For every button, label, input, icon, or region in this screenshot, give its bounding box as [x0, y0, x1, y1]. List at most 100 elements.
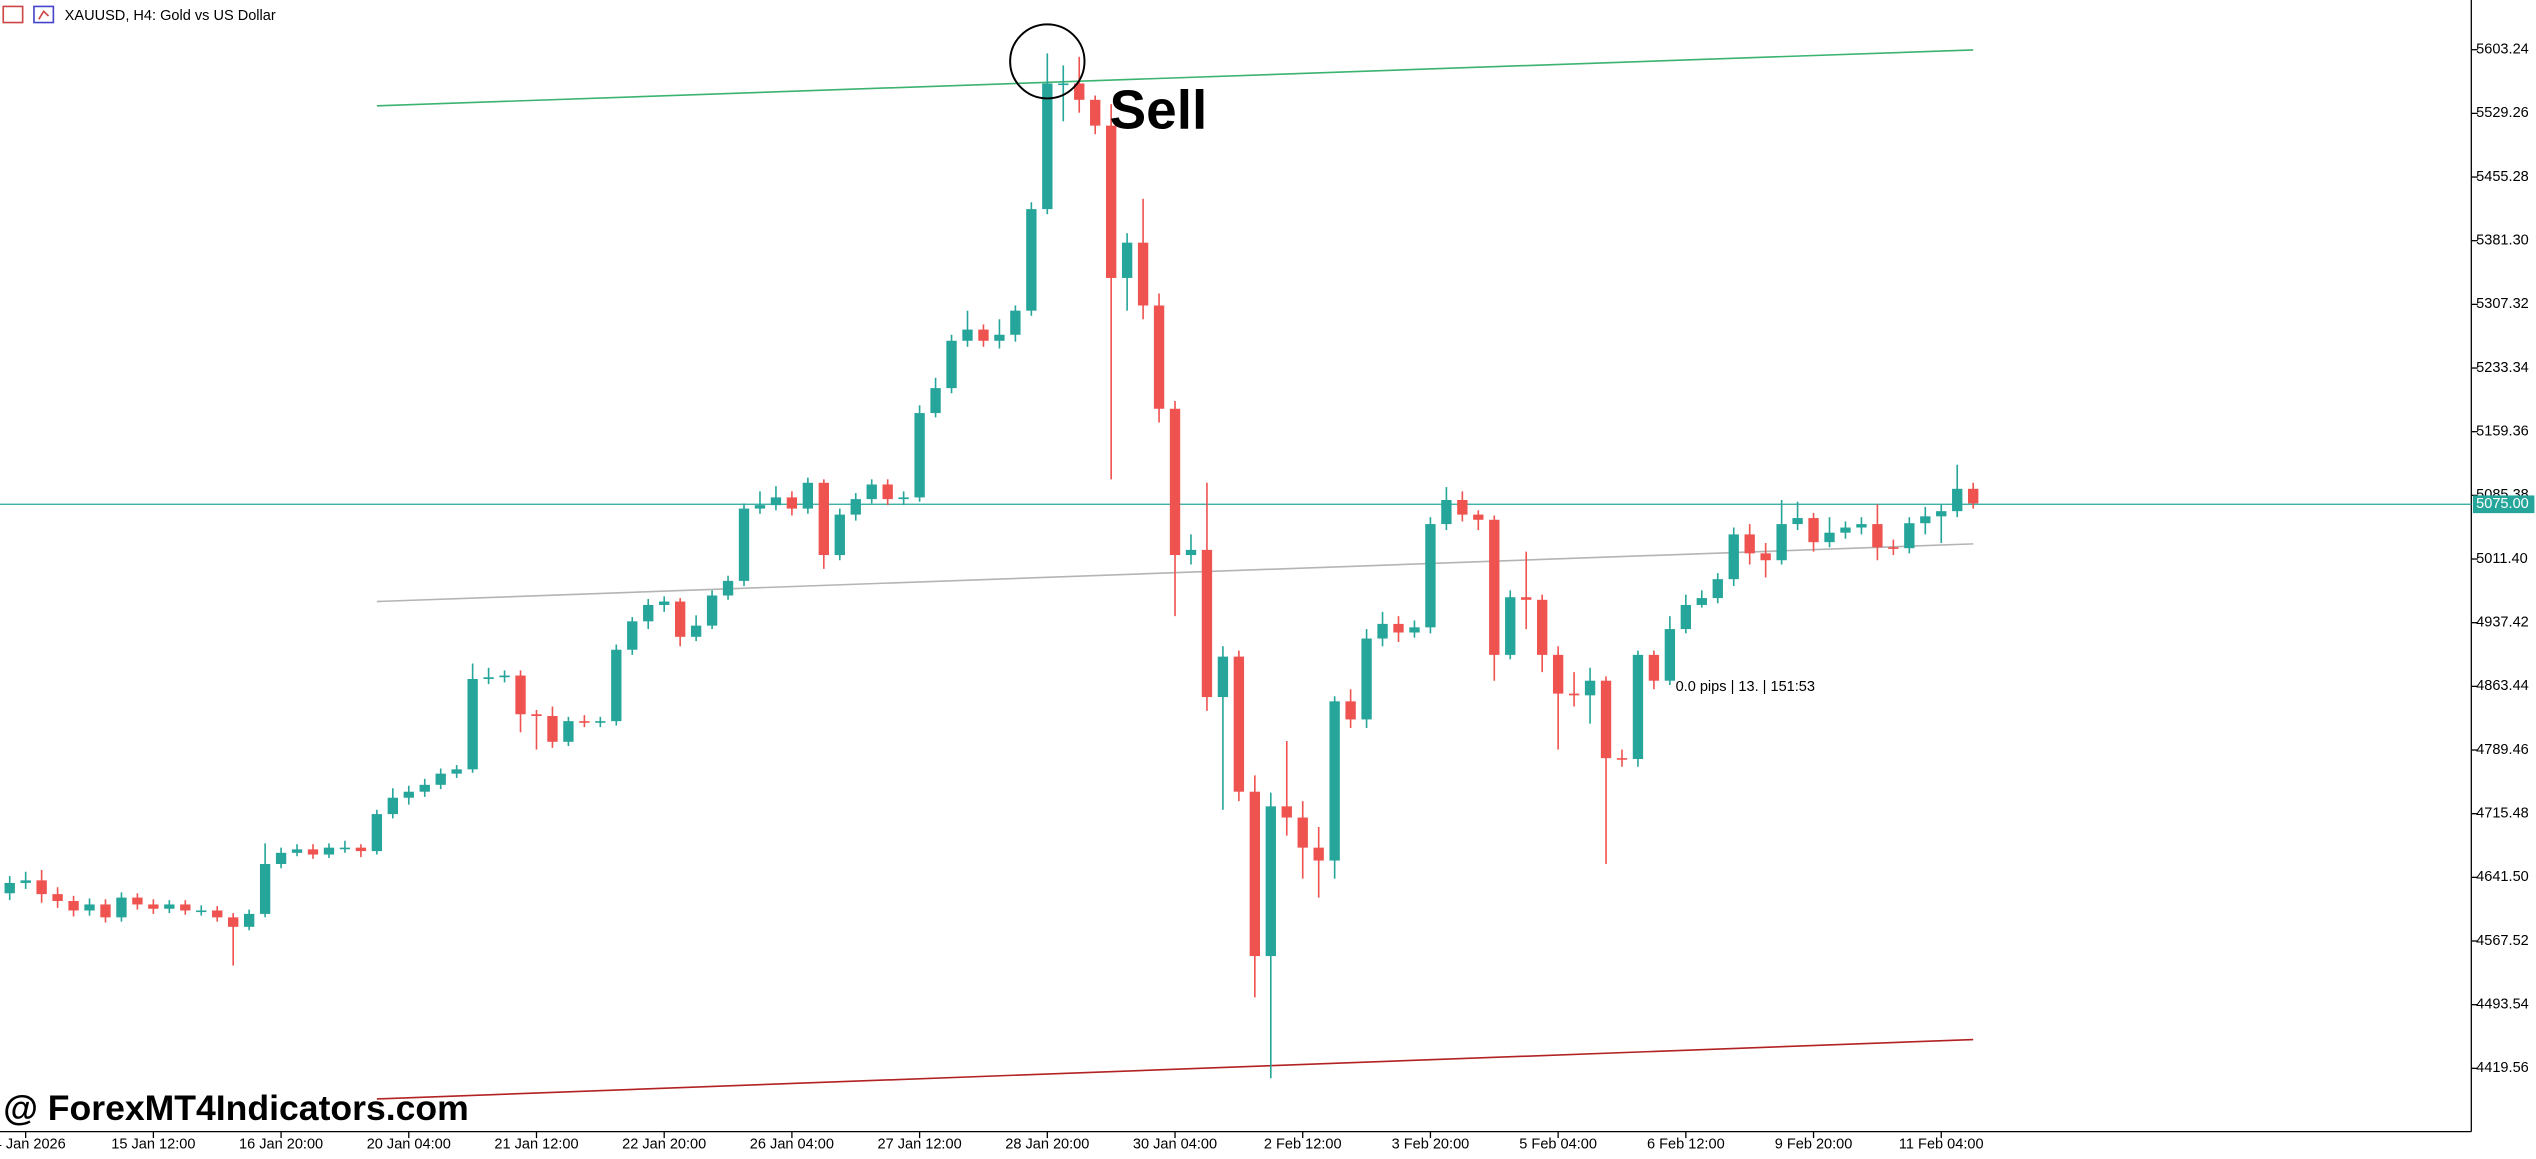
candle-body	[36, 880, 47, 895]
y-tick-label: 4715.48	[2476, 806, 2529, 822]
candle-body	[1201, 549, 1213, 698]
candle-body	[547, 715, 558, 742]
candle-body	[1137, 242, 1149, 306]
candle-body	[515, 675, 526, 715]
candle-body	[994, 334, 1005, 341]
toolbar-icons	[2, 5, 55, 24]
candle-body	[1680, 604, 1692, 630]
watermark: @ ForexMT4Indicators.com	[3, 1088, 469, 1128]
candle-body	[690, 625, 702, 637]
candle-body	[754, 505, 766, 509]
candle-body	[1968, 488, 1979, 504]
candle-body	[116, 897, 127, 918]
candle-body	[1664, 629, 1676, 681]
candle-body	[563, 721, 574, 742]
candle-body	[467, 678, 478, 770]
candle-body	[1856, 524, 1867, 528]
x-tick-label: 15 Jan 12:00	[111, 1136, 195, 1152]
candle-body	[1568, 693, 1580, 696]
candle-body	[1904, 523, 1915, 549]
candle-body	[1505, 597, 1516, 655]
candle-body	[1217, 656, 1229, 698]
candle-body	[164, 904, 175, 909]
candle-body	[898, 497, 909, 500]
y-tick-label: 5603.24	[2476, 42, 2529, 58]
candle-body	[930, 388, 941, 414]
candle-body	[770, 497, 782, 506]
candle-body	[1824, 532, 1835, 543]
candle-body	[1696, 598, 1707, 605]
candle-body	[1792, 518, 1803, 525]
candle-body	[722, 580, 734, 596]
candle-body	[84, 904, 95, 911]
candle-body	[1345, 701, 1356, 720]
candle-body	[531, 714, 542, 716]
highlight-circle	[1009, 23, 1086, 100]
candle-body	[946, 340, 957, 389]
candle-body	[1776, 524, 1787, 561]
candle-body	[212, 910, 223, 918]
candle-body	[259, 864, 271, 914]
candle-body	[1042, 83, 1053, 210]
candle-body	[1936, 511, 1947, 517]
x-tick-label: 16 Jan 20:00	[239, 1136, 323, 1152]
candle-body	[1393, 623, 1404, 633]
candle-body	[339, 847, 351, 850]
candle-body	[1233, 656, 1245, 792]
candle-body	[674, 601, 686, 637]
candle-body	[1744, 534, 1755, 554]
y-tick-label: 4863.44	[2476, 678, 2529, 694]
candle-body	[914, 413, 925, 498]
candle-body	[1521, 597, 1532, 600]
y-tick-label: 4567.52	[2476, 933, 2529, 949]
candle-body	[1952, 488, 1963, 512]
candle-body	[627, 621, 638, 650]
y-tick-label: 5455.28	[2476, 169, 2529, 185]
candle-body	[1888, 547, 1899, 549]
x-tick-label: 20 Jan 04:00	[367, 1136, 451, 1152]
candle-body	[419, 784, 430, 792]
candle-body	[403, 791, 414, 798]
candle-body	[1648, 654, 1660, 681]
candle-body	[1872, 524, 1883, 548]
y-tick-label: 4419.56	[2476, 1060, 2529, 1076]
candle-body	[1010, 310, 1021, 335]
candle-body	[132, 897, 143, 905]
candle-body	[1760, 553, 1771, 561]
channel-line	[376, 1038, 1974, 1100]
candle-body	[1632, 654, 1644, 760]
chart-title: XAUUSD, H4: Gold vs US Dollar	[65, 8, 276, 24]
candle-body	[611, 649, 622, 722]
candle-body	[1361, 638, 1372, 720]
candle-body	[1600, 680, 1612, 759]
candle-body	[100, 904, 111, 918]
candle-body	[435, 773, 446, 785]
x-tick-label: 30 Jan 04:00	[1133, 1136, 1217, 1152]
candle-body	[866, 484, 877, 500]
candle-body	[1121, 242, 1133, 278]
candle-body	[1616, 758, 1628, 760]
candle-body	[1584, 680, 1596, 696]
candle-body	[196, 910, 207, 913]
candle-body	[1169, 408, 1181, 556]
candle-body	[1712, 579, 1723, 599]
candle-body	[850, 499, 861, 515]
candle-body	[786, 497, 798, 509]
x-tick-label: 14 Jan 2026	[0, 1136, 66, 1152]
y-tick-label: 5233.34	[2476, 360, 2529, 376]
candle-body	[706, 595, 718, 626]
candle-body	[180, 904, 191, 911]
info-label: 0.0 pips | 13. | 151:53	[1676, 679, 1815, 695]
sell-annotation: Sell	[1110, 79, 1208, 141]
candle-body	[962, 329, 973, 341]
y-tick-label: 5381.30	[2476, 233, 2529, 249]
x-tick-label: 2 Feb 12:00	[1264, 1136, 1342, 1152]
y-tick-label: 4493.54	[2476, 997, 2529, 1013]
candle-body	[1105, 125, 1117, 278]
x-tick-label: 21 Jan 12:00	[494, 1136, 578, 1152]
candle-body	[1377, 623, 1388, 639]
y-tick-label: 5011.40	[2476, 551, 2528, 567]
x-tick-label: 11 Feb 04:00	[1899, 1136, 1984, 1152]
